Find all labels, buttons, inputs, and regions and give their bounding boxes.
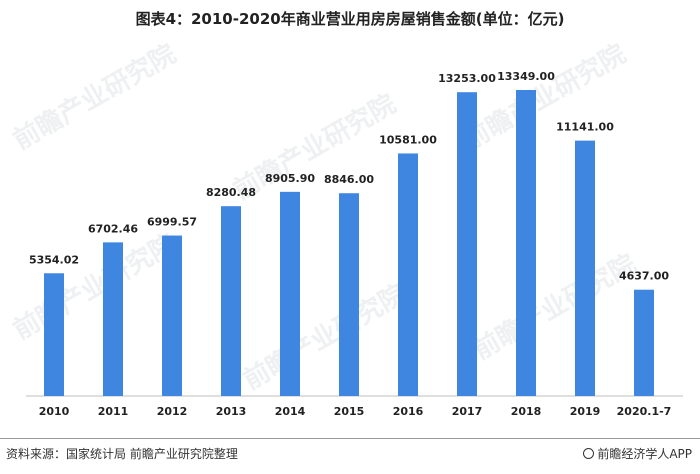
bars: 5354.02 2010 6702.46 2011 6999.57 2012 8280.48… [29, 70, 671, 418]
value-label: 4637.00 [619, 270, 669, 283]
bar-2018 [516, 90, 536, 396]
x-tick-label: 2010 [39, 405, 70, 418]
value-label: 8280.48 [206, 186, 256, 199]
bar-2016 [398, 153, 418, 396]
x-tick-label: 2013 [216, 405, 247, 418]
bar-2020.1-7 [634, 289, 654, 396]
source-note: 资料来源：国家统计局 前瞻产业研究院整理 [6, 447, 238, 461]
value-label: 13349.00 [497, 70, 555, 83]
x-tick-label: 2012 [157, 405, 188, 418]
bar-2012 [162, 235, 182, 396]
chart-title: 图表4：2010-2020年商业营业用房房屋销售金额(单位：亿元) [135, 10, 565, 28]
value-label: 6702.46 [88, 222, 138, 235]
x-tick-label: 2014 [275, 405, 306, 418]
x-tick-label: 2011 [98, 405, 129, 418]
watermark-text: 前瞻产业研究院 [238, 278, 411, 396]
watermark-text: 前瞻产业研究院 [8, 38, 181, 156]
value-label: 8846.00 [324, 173, 374, 186]
bar-2019 [575, 140, 595, 396]
watermark-text: 前瞻产业研究院 [468, 248, 641, 366]
brand-label: 前瞻经济学人APP [583, 445, 692, 462]
watermarks: 前瞻产业研究院 前瞻产业研究院 前瞻产业研究院 前瞻产业研究院 前瞻产业研究院 … [8, 38, 641, 396]
bar-2015 [339, 193, 359, 396]
x-tick-label: 2019 [570, 405, 601, 418]
watermark-text: 前瞻产业研究院 [8, 228, 181, 346]
value-label: 13253.00 [438, 72, 496, 85]
value-label: 6999.57 [147, 216, 197, 229]
x-tick-label: 2018 [511, 405, 542, 418]
value-label: 11141.00 [556, 121, 614, 134]
bar-2010 [44, 273, 64, 396]
bar-2011 [103, 242, 123, 396]
brand-logo-icon [583, 448, 595, 459]
brand-text: 前瞻经济学人APP [597, 447, 692, 461]
x-tick-label: 2015 [334, 405, 365, 418]
x-tick-label: 2016 [393, 405, 424, 418]
x-tick-label: 2020.1-7 [617, 405, 672, 418]
value-label: 8905.90 [265, 172, 315, 185]
bar-2017 [457, 92, 477, 396]
value-label: 5354.02 [29, 253, 79, 266]
watermark-text: 前瞻产业研究院 [458, 38, 631, 156]
x-tick-label: 2017 [452, 405, 483, 418]
bar-2013 [221, 206, 241, 396]
bar-2014 [280, 191, 300, 396]
value-label: 10581.00 [379, 133, 437, 146]
footer-divider [0, 438, 700, 439]
